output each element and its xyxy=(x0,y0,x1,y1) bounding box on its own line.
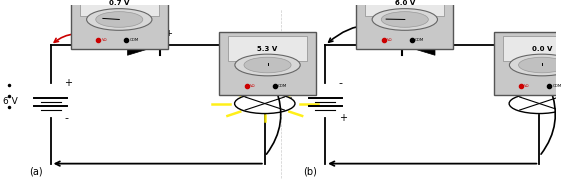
Text: +: + xyxy=(440,29,446,38)
Text: +: + xyxy=(339,113,347,123)
FancyArrowPatch shape xyxy=(386,36,420,42)
Circle shape xyxy=(372,9,437,30)
Text: -: - xyxy=(392,28,396,38)
Text: -: - xyxy=(64,113,68,123)
Text: COM: COM xyxy=(415,38,425,42)
Circle shape xyxy=(87,9,152,30)
Polygon shape xyxy=(402,35,435,55)
FancyArrowPatch shape xyxy=(541,88,555,154)
FancyBboxPatch shape xyxy=(356,0,453,49)
FancyArrowPatch shape xyxy=(524,50,543,85)
Circle shape xyxy=(510,54,563,76)
Text: 6 V: 6 V xyxy=(278,97,292,106)
Text: 5.3 V: 5.3 V xyxy=(257,46,278,52)
Text: +: + xyxy=(64,79,73,89)
Text: COM: COM xyxy=(552,84,562,88)
Text: (b): (b) xyxy=(303,166,317,176)
Text: +: + xyxy=(116,29,123,38)
FancyArrowPatch shape xyxy=(266,88,281,154)
Text: 0.0 V: 0.0 V xyxy=(532,46,552,52)
FancyArrowPatch shape xyxy=(329,25,409,42)
Text: -: - xyxy=(339,79,343,89)
FancyBboxPatch shape xyxy=(80,0,159,16)
FancyBboxPatch shape xyxy=(503,36,563,61)
FancyBboxPatch shape xyxy=(71,0,168,49)
Text: COM: COM xyxy=(129,38,139,42)
FancyBboxPatch shape xyxy=(365,0,444,16)
Circle shape xyxy=(244,57,291,73)
Text: 6.0 V: 6.0 V xyxy=(395,0,415,6)
Circle shape xyxy=(235,93,295,114)
Text: (a): (a) xyxy=(29,166,42,176)
Text: VΩ: VΩ xyxy=(524,84,530,88)
Text: COM: COM xyxy=(278,84,287,88)
FancyArrowPatch shape xyxy=(129,39,145,43)
Text: VΩ: VΩ xyxy=(387,38,392,42)
FancyBboxPatch shape xyxy=(228,36,307,61)
Circle shape xyxy=(96,12,143,27)
Text: 0.7 V: 0.7 V xyxy=(109,0,129,6)
Circle shape xyxy=(519,57,563,73)
FancyBboxPatch shape xyxy=(219,32,316,95)
Circle shape xyxy=(235,54,300,76)
Circle shape xyxy=(509,93,563,114)
Text: VΩ: VΩ xyxy=(101,38,107,42)
FancyBboxPatch shape xyxy=(494,32,563,95)
Text: VΩ: VΩ xyxy=(250,84,255,88)
FancyArrowPatch shape xyxy=(54,34,96,42)
Circle shape xyxy=(381,12,428,27)
Text: 6 V: 6 V xyxy=(3,97,17,106)
FancyArrowPatch shape xyxy=(249,50,269,85)
Text: +: + xyxy=(166,29,172,38)
Polygon shape xyxy=(127,35,160,55)
